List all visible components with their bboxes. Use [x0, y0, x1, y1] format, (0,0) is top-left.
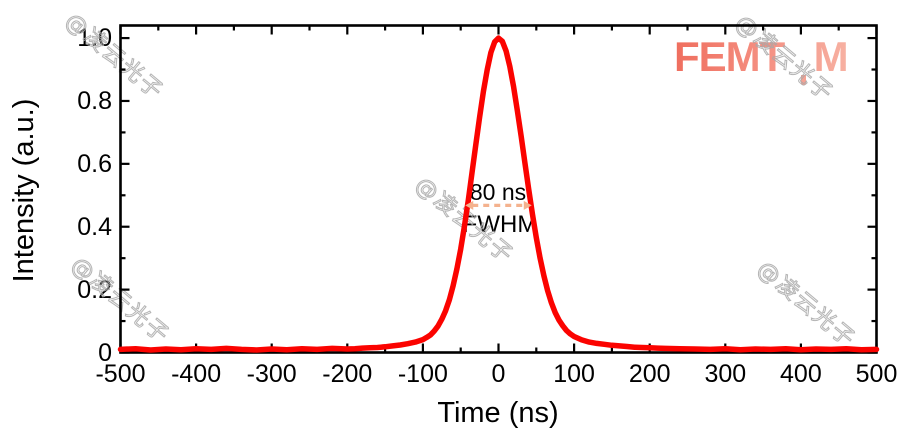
- x-tick-label: -400: [171, 360, 222, 388]
- x-tick-label: 500: [855, 360, 898, 388]
- x-tick-label: 100: [553, 360, 595, 388]
- y-tick-label: 0.4: [77, 212, 112, 241]
- x-tick-label: 0: [491, 360, 506, 388]
- x-tick-label: -100: [397, 360, 448, 388]
- x-tick-label: -300: [246, 360, 297, 388]
- y-tick-label: 0.2: [77, 275, 112, 304]
- x-tick-label: 300: [704, 360, 747, 388]
- y-tick-label: 0.8: [77, 86, 112, 115]
- y-tick-label: 1.0: [77, 24, 112, 53]
- x-tick-label: 400: [780, 360, 822, 388]
- x-tick-label: -500: [95, 360, 146, 388]
- y-tick-label: 0: [98, 338, 112, 367]
- x-tick-label: -200: [322, 360, 373, 388]
- y-tick-label: 0.6: [77, 149, 112, 178]
- x-axis-title: Time (ns): [437, 397, 559, 429]
- x-tick-label: 200: [628, 360, 671, 388]
